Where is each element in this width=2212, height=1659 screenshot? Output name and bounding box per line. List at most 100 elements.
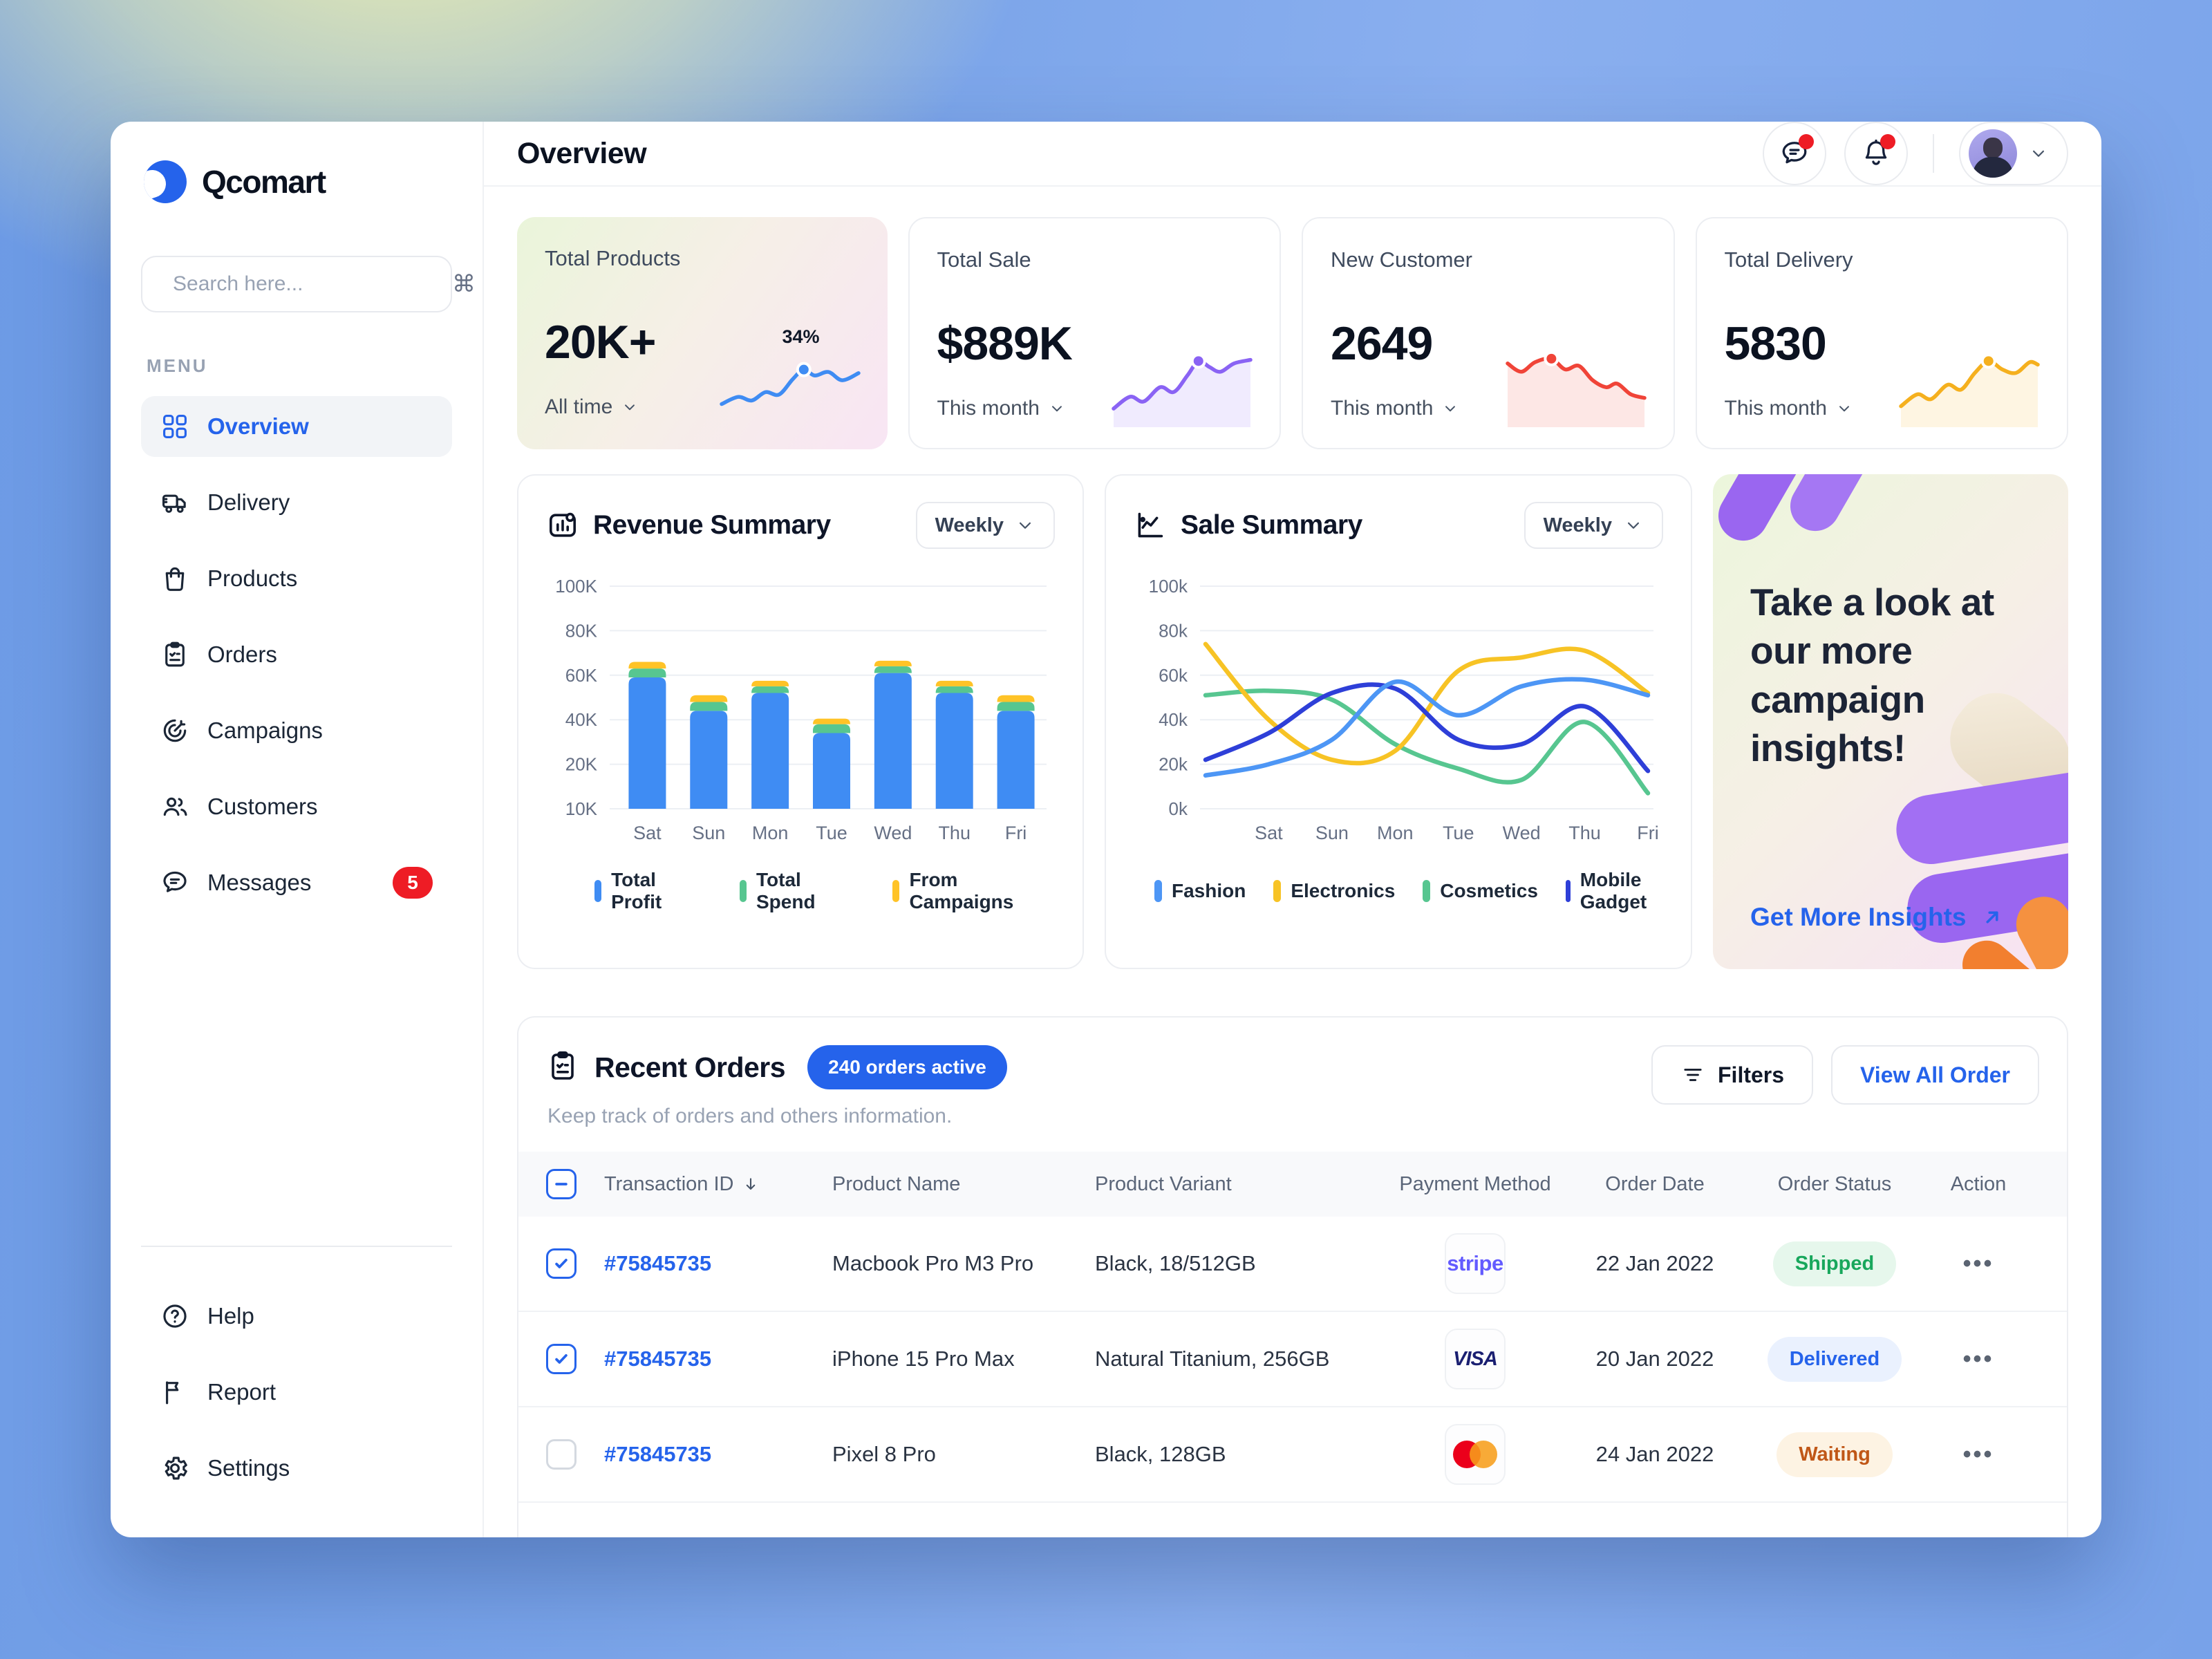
revenue-range-dropdown[interactable]: Weekly (915, 502, 1055, 549)
row-actions-button[interactable]: ••• (1962, 1250, 1994, 1277)
svg-text:0k: 0k (1169, 798, 1188, 819)
chevron-down-icon (1445, 406, 1456, 412)
order-date: 24 Jan 2022 (1595, 1442, 1714, 1466)
table-row[interactable]: #75845735 Macbook Pro M3 Pro Black, 18/5… (518, 1217, 2067, 1312)
legend-item: Fashion (1154, 869, 1246, 913)
product-variant: Natural Titanium, 256GB (1095, 1347, 1330, 1371)
sidebar-item-customers[interactable]: Customers (141, 776, 452, 837)
stats-row: Total Products 20K+ All time 34% Total S… (517, 217, 2068, 449)
row-checkbox[interactable] (546, 1439, 577, 1470)
filters-button[interactable]: Filters (1651, 1045, 1814, 1105)
product-name: Macbook Pro M3 Pro (832, 1251, 1034, 1275)
user-menu[interactable] (1959, 122, 2068, 185)
get-more-insights-link[interactable]: Get More Insights (1750, 903, 2005, 932)
sidebar-item-orders[interactable]: Orders (141, 624, 452, 685)
product-name: iPhone 15 Pro Max (832, 1347, 1015, 1371)
recent-orders-card: Recent Orders 240 orders active Keep tra… (517, 1016, 2068, 1537)
column-header-payment-method[interactable]: Payment Method (1399, 1172, 1551, 1195)
chevron-down-icon (1020, 522, 1031, 529)
sidebar-item-label: Overview (207, 413, 309, 439)
arrow-up-right-icon (1986, 911, 1999, 924)
orders-subtitle: Keep track of orders and others informat… (547, 1105, 953, 1127)
row-checkbox[interactable] (546, 1344, 577, 1374)
svg-text:20K: 20K (565, 754, 598, 775)
sidebar-item-label: Messages (207, 870, 312, 895)
charts-row: Revenue Summary Weekly 100K 80K 60K 40K 20K 1… (517, 474, 2068, 969)
svg-text:Sat: Sat (1255, 823, 1283, 843)
stat-card-total-delivery: Total Delivery 5830 This month (1695, 217, 2068, 449)
legend-item: Cosmetics (1423, 869, 1538, 913)
chevron-down-icon (625, 404, 635, 411)
legend-item: Total Profit (594, 869, 704, 913)
column-header-transaction-id[interactable]: Transaction ID (604, 1173, 832, 1196)
search-input-wrapper[interactable]: ⌘ (141, 256, 476, 312)
sidebar-item-settings[interactable]: Settings (141, 1438, 452, 1499)
sidebar-item-report[interactable]: Report (141, 1362, 452, 1423)
column-header-action[interactable]: Action (1950, 1172, 2007, 1195)
chart-title: Sale Summary (1181, 510, 1362, 540)
column-header-order-date[interactable]: Order Date (1605, 1172, 1705, 1195)
table-row[interactable]: #75845735 iPhone 15 Pro Max Natural Tita… (518, 1312, 2067, 1407)
svg-text:60k: 60k (1159, 665, 1188, 686)
sale-legend: Fashion Electronics Cosmetics Mobile Gadget (1134, 869, 1663, 913)
sidebar-item-messages[interactable]: Messages 5 (141, 852, 452, 913)
view-all-order-button[interactable]: View All Order (1831, 1045, 2039, 1105)
product-variant: Black, 18/512GB (1095, 1251, 1256, 1275)
sale-range-dropdown[interactable]: Weekly (1524, 502, 1663, 549)
sparkline (1108, 324, 1256, 427)
dashboard: Qcomart ⌘ MENU Overview Delivery Product… (111, 122, 2101, 1537)
period-label: This month (937, 397, 1040, 420)
truck-icon (160, 488, 189, 517)
sidebar: Qcomart ⌘ MENU Overview Delivery Product… (111, 122, 484, 1537)
search-input[interactable] (173, 272, 440, 296)
table-row[interactable]: #75845735 Pixel 8 Pro Black, 128GB 24 Ja… (518, 1407, 2067, 1503)
period-dropdown[interactable]: All time (545, 395, 639, 419)
svg-text:Thu: Thu (938, 823, 971, 843)
visa-logo: VISA (1445, 1329, 1506, 1389)
sidebar-item-help[interactable]: Help (141, 1286, 452, 1347)
transaction-id-link[interactable]: #75845735 (604, 1442, 712, 1466)
sidebar-item-delivery[interactable]: Delivery (141, 472, 452, 533)
orders-table-header: Transaction ID Product Name Product Vari… (518, 1152, 2067, 1217)
chevron-down-icon (1051, 406, 1062, 412)
column-header-product-variant[interactable]: Product Variant (1095, 1172, 1232, 1195)
campaign-insights-card: Take a look at our more campaign insight… (1713, 474, 2068, 969)
period-dropdown[interactable]: This month (1331, 397, 1459, 420)
svg-text:20k: 20k (1159, 754, 1188, 775)
chevron-down-icon (1839, 406, 1849, 412)
column-header-product-name[interactable]: Product Name (832, 1172, 961, 1195)
svg-text:Sun: Sun (1315, 823, 1349, 843)
sidebar-item-label: Report (207, 1379, 276, 1405)
period-dropdown[interactable]: This month (937, 397, 1066, 420)
sidebar-item-products[interactable]: Products (141, 548, 452, 609)
stat-title: New Customer (1331, 247, 1472, 272)
svg-text:Fri: Fri (1005, 823, 1027, 843)
svg-text:80K: 80K (565, 620, 598, 641)
transaction-id-link[interactable]: #75845735 (604, 1347, 712, 1371)
avatar (1969, 129, 2017, 178)
sidebar-menu: Overview Delivery Products Orders Campai… (141, 396, 452, 913)
row-actions-button[interactable]: ••• (1962, 1441, 1994, 1468)
notification-dot (1880, 134, 1895, 149)
row-checkbox[interactable] (546, 1248, 577, 1279)
select-all-checkbox[interactable] (546, 1169, 577, 1199)
svg-text:80k: 80k (1159, 620, 1188, 641)
brand-name: Qcomart (202, 164, 326, 200)
order-date: 22 Jan 2022 (1595, 1251, 1714, 1275)
sidebar-item-campaigns[interactable]: Campaigns (141, 700, 452, 761)
messages-button[interactable] (1763, 122, 1826, 185)
column-header-order-status[interactable]: Order Status (1777, 1172, 1892, 1195)
notifications-button[interactable] (1844, 122, 1908, 185)
revenue-legend: Total Profit Total Spend From Campaigns (546, 869, 1055, 913)
stat-title: Total Products (545, 246, 681, 270)
sidebar-item-overview[interactable]: Overview (141, 396, 452, 457)
svg-text:10K: 10K (565, 798, 598, 819)
svg-text:40K: 40K (565, 709, 598, 730)
target-icon (160, 716, 189, 745)
transaction-id-link[interactable]: #75845735 (604, 1251, 712, 1275)
cta-label: Get More Insights (1750, 903, 1967, 931)
campaign-heading: Take a look at our more campaign insight… (1750, 581, 1994, 770)
period-dropdown[interactable]: This month (1725, 397, 1853, 420)
row-actions-button[interactable]: ••• (1962, 1345, 1994, 1372)
stat-title: Total Delivery (1724, 247, 1853, 272)
